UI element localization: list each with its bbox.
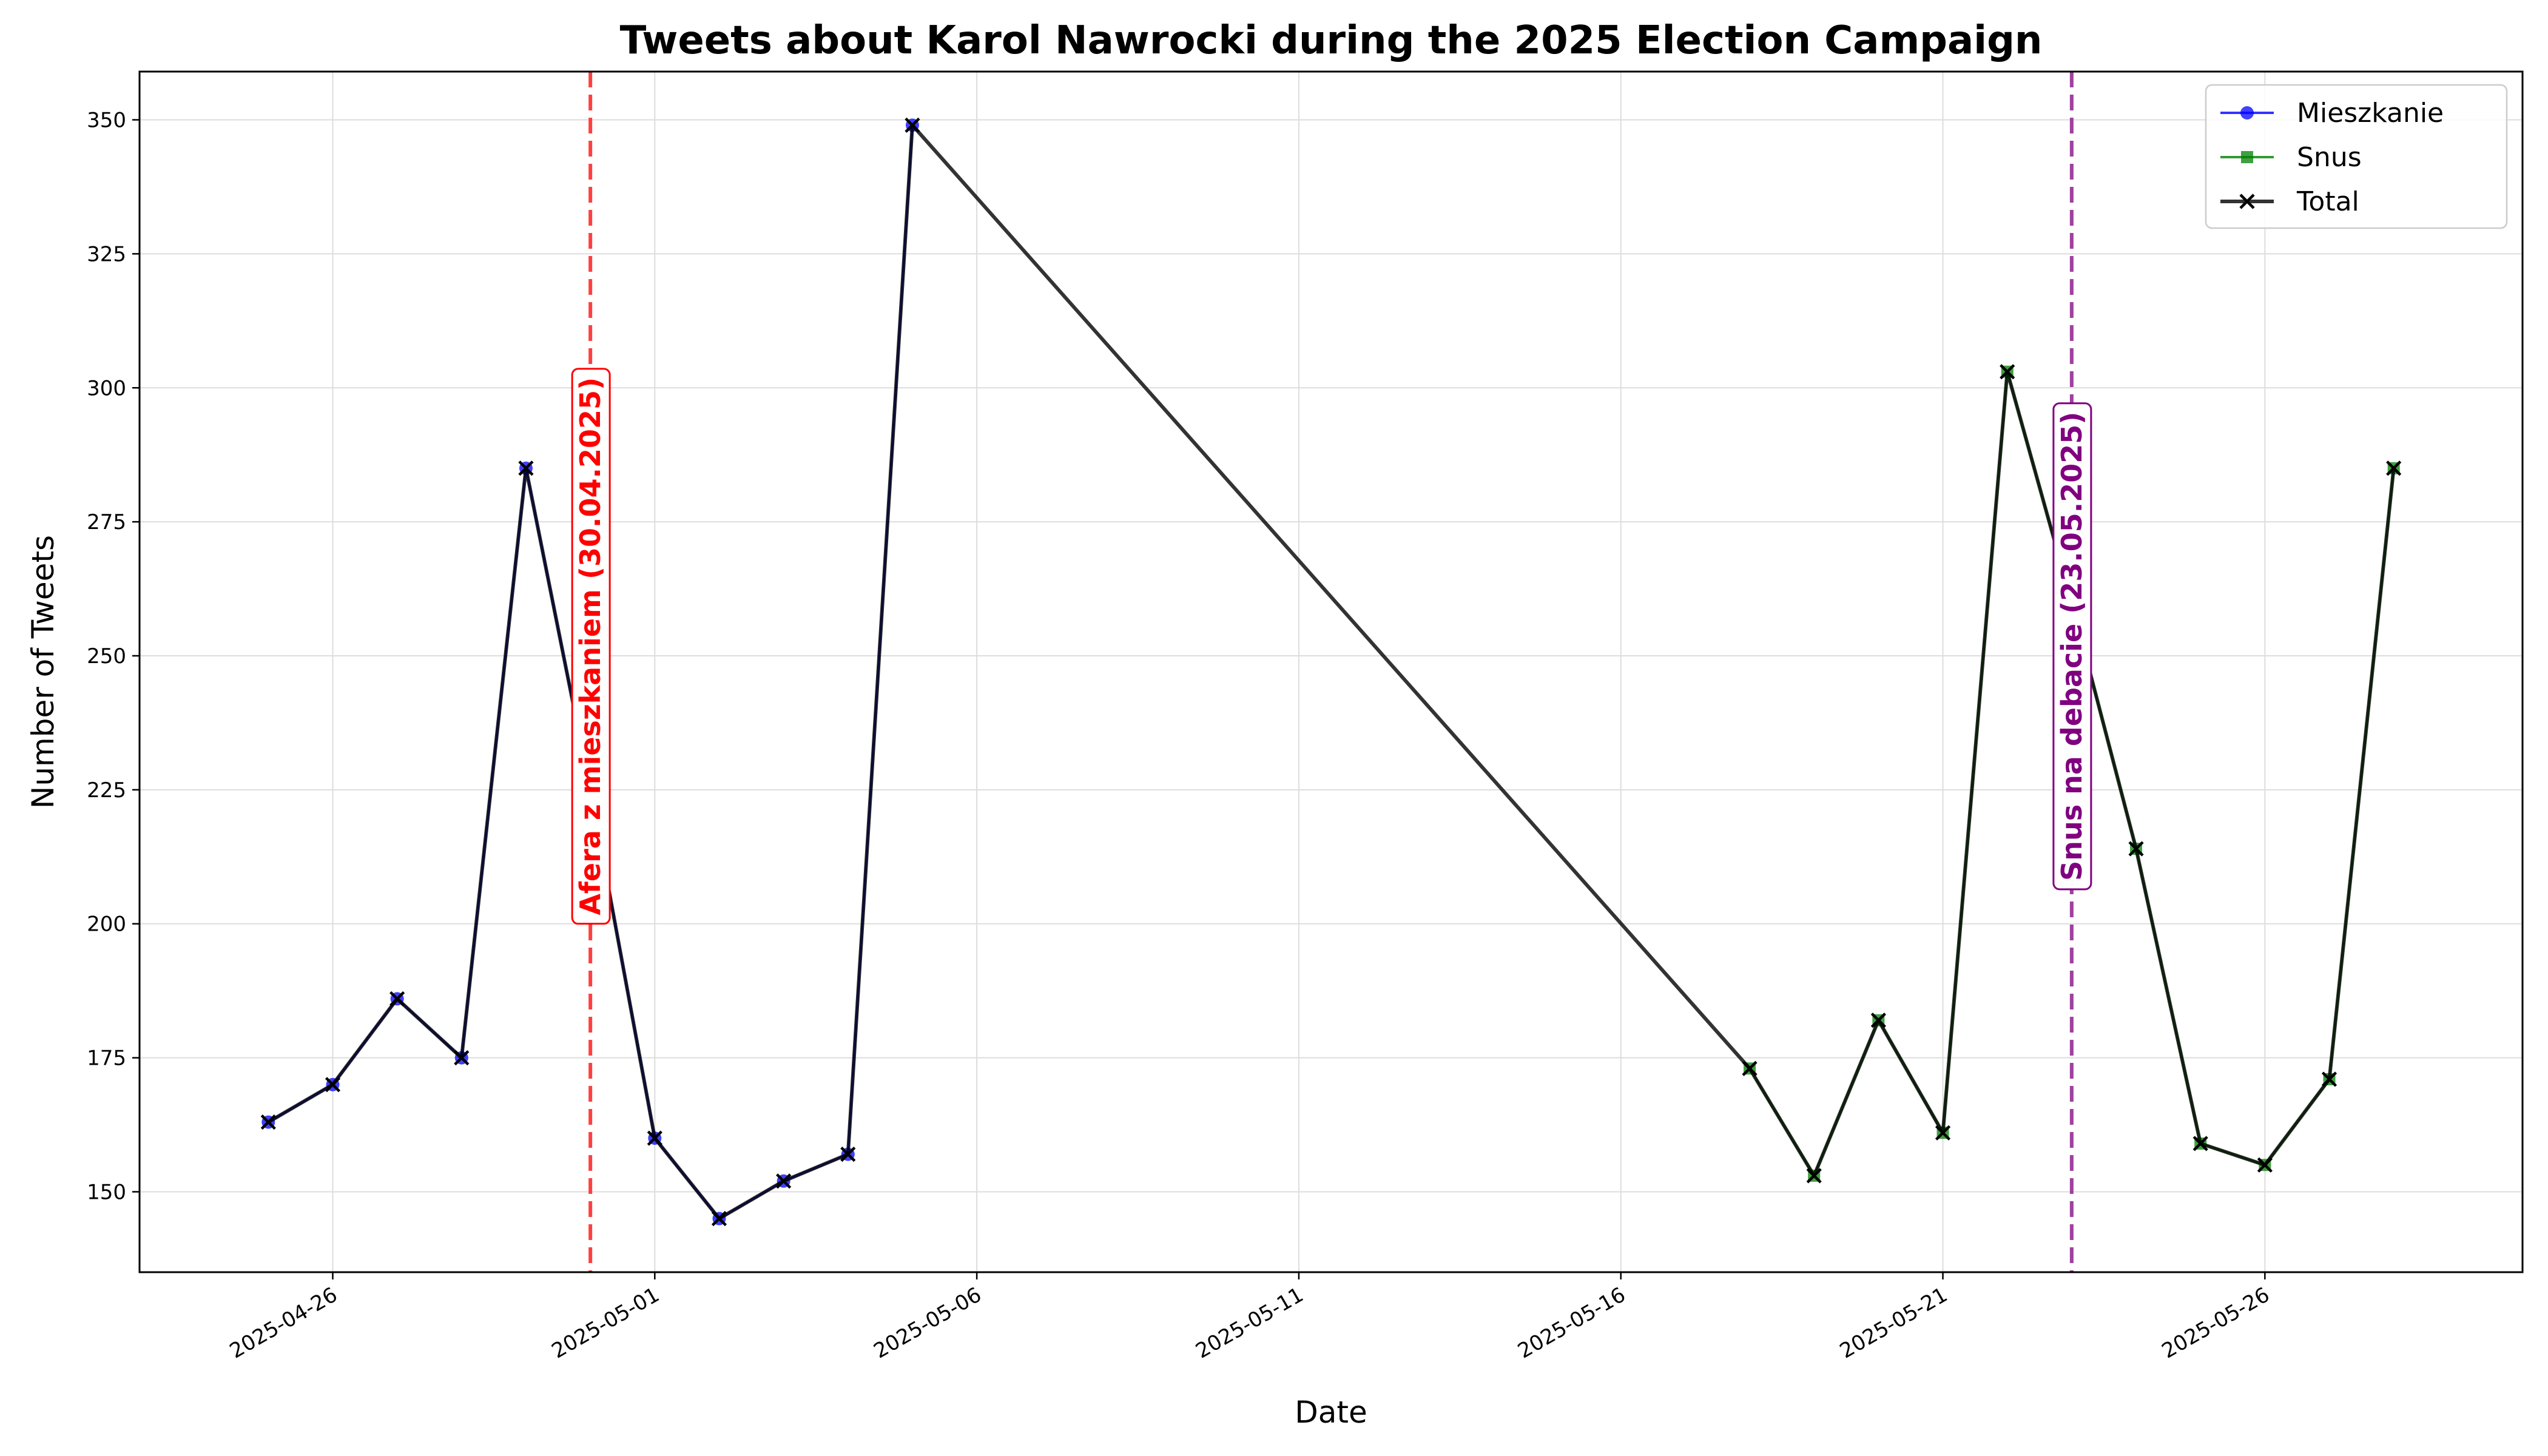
legend: Mieszkanie Snus Total [2205, 84, 2508, 229]
legend-item-snus: Snus [2220, 142, 2362, 173]
annotation-text: Snus na debacie (23.05.2025) [2055, 412, 2088, 881]
data-point [1935, 1125, 1951, 1141]
y-tick-label: 250 [87, 644, 126, 669]
data-point [711, 1211, 727, 1227]
y-tick-label: 150 [87, 1180, 126, 1204]
y-tick-label: 275 [87, 510, 126, 534]
data-point [776, 1173, 792, 1189]
y-tick-label: 350 [87, 109, 126, 133]
legend-marker [2240, 106, 2254, 120]
legend-box [2205, 84, 2508, 229]
y-axis-label: Number of Tweets [25, 535, 61, 809]
legend-marker [2239, 194, 2255, 209]
data-point [905, 117, 920, 133]
y-tick-label: 225 [87, 778, 126, 803]
data-point [647, 1130, 662, 1146]
y-tick-label: 175 [87, 1046, 126, 1071]
data-point [840, 1147, 856, 1162]
data-point [2321, 1071, 2337, 1087]
legend-item-mieszkanie: Mieszkanie [2220, 98, 2444, 129]
annotation-labels: Afera z mieszkaniem (30.04.2025) Snus na … [571, 368, 2092, 925]
x-axis-label: Date [1295, 1395, 1367, 1430]
data-point [2386, 460, 2402, 476]
y-tick-label: 325 [87, 242, 126, 266]
data-point [325, 1077, 341, 1093]
legend-label: Total [2296, 186, 2359, 217]
legend-marker [2241, 151, 2253, 163]
annotation-text: Afera z mieszkaniem (30.04.2025) [574, 377, 607, 915]
series-line [267, 123, 2396, 1221]
data-point [1870, 1013, 1886, 1028]
annotation-label: Snus na debacie (23.05.2025) [2052, 402, 2092, 891]
y-tick-label: 200 [87, 912, 126, 937]
data-point [2192, 1136, 2208, 1151]
annotation-box [571, 368, 611, 925]
data-point [1742, 1060, 1758, 1076]
annotation-box [2052, 402, 2092, 891]
data-point [260, 1114, 276, 1130]
annotation-label: Afera z mieszkaniem (30.04.2025) [571, 368, 611, 925]
data-point [2257, 1157, 2273, 1173]
chart-title: Tweets about Karol Nawrocki during the 2… [620, 18, 2043, 63]
plot-frame [138, 70, 2524, 1273]
series-total [260, 117, 2402, 1227]
data-point [518, 460, 534, 476]
data-point [389, 991, 405, 1007]
data-point [454, 1050, 470, 1066]
data-point [2128, 841, 2144, 857]
data-point [2000, 364, 2015, 380]
data-point [1806, 1168, 1822, 1184]
legend-item-total: Total [2220, 186, 2359, 217]
legend-label: Snus [2297, 142, 2362, 173]
legend-label: Mieszkanie [2297, 98, 2444, 129]
y-tick-label: 300 [87, 376, 126, 400]
